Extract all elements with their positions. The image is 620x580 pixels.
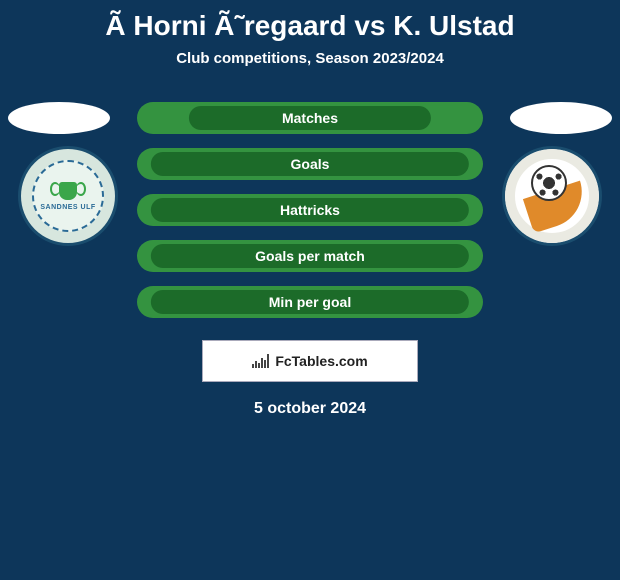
stat-pill: Matches [137, 102, 483, 134]
stat-pill: Goals [137, 148, 483, 180]
brand-text: FcTables.com [275, 353, 367, 369]
stat-pill-label: Goals per match [255, 248, 365, 264]
right-value-disc [510, 102, 612, 134]
trophy-icon [59, 182, 77, 200]
stat-pill-label: Matches [282, 110, 338, 126]
subtitle: Club competitions, Season 2023/2024 [0, 50, 620, 67]
stat-pill-list: Matches Goals Hattricks Goals per match Min … [137, 102, 483, 318]
football-icon [531, 165, 567, 201]
report-date: 5 october 2024 [0, 400, 620, 418]
left-badge-text: SANDNES ULF [40, 204, 95, 211]
brand-box[interactable]: FcTables.com [202, 340, 418, 382]
stat-pill: Goals per match [137, 240, 483, 272]
stat-pill-label: Hattricks [280, 202, 340, 218]
page-title: Ã Horni Ã˜regaard vs K. Ulstad [0, 0, 620, 42]
comparison-area: SANDNES ULF Matches Goals Hattricks Goals p… [0, 102, 620, 318]
left-value-disc [8, 102, 110, 134]
stat-pill: Hattricks [137, 194, 483, 226]
left-team-badge: SANDNES ULF [18, 146, 118, 246]
bar-chart-icon [252, 354, 269, 368]
stat-pill-label: Goals [291, 156, 330, 172]
stat-pill: Min per goal [137, 286, 483, 318]
stat-pill-label: Min per goal [269, 294, 351, 310]
right-team-badge [502, 146, 602, 246]
